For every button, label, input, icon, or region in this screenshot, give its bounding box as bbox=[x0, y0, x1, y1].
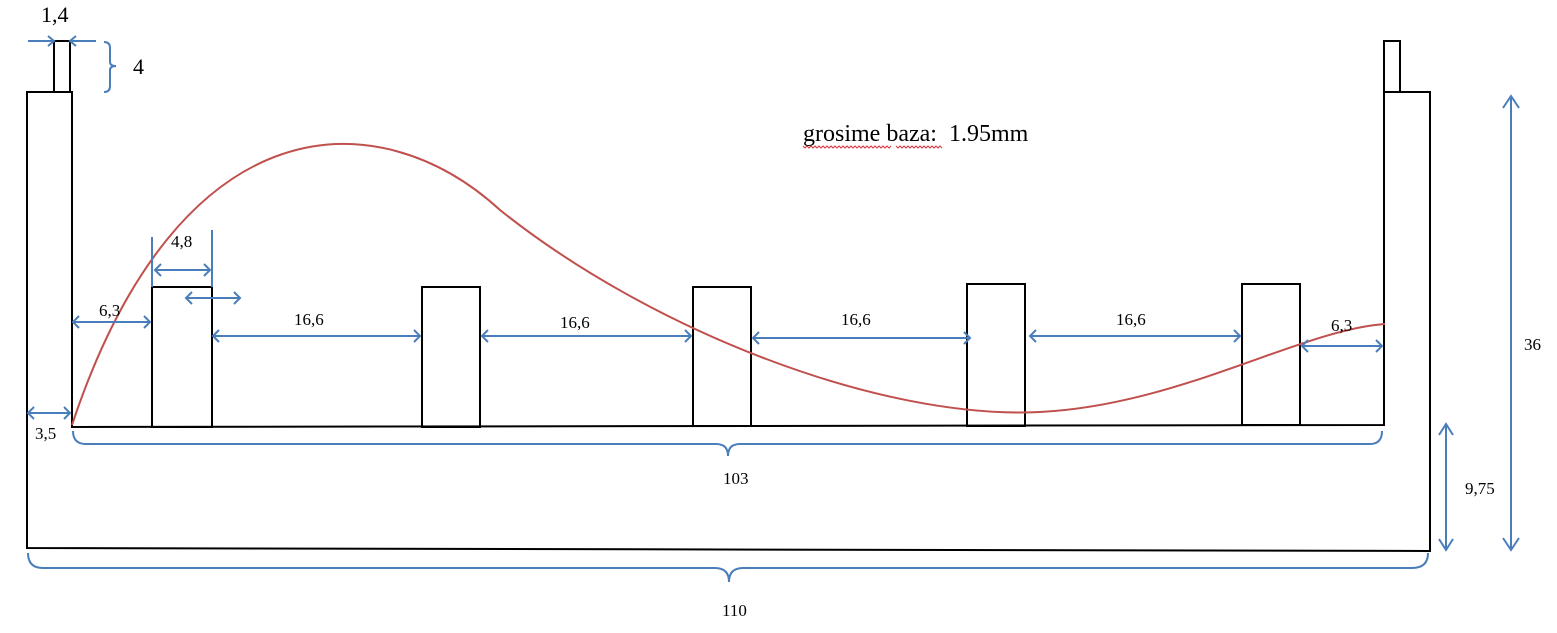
rib-2 bbox=[421, 286, 481, 428]
total-height-arrow bbox=[1502, 94, 1520, 552]
left-edge-gap-arrow bbox=[71, 315, 152, 329]
tab-width-label: 1,4 bbox=[41, 2, 69, 27]
right-top-tab bbox=[1383, 40, 1401, 93]
rib-5 bbox=[1241, 283, 1301, 426]
base-height-arrow bbox=[1438, 422, 1454, 552]
total-height-label: 36 bbox=[1524, 335, 1541, 354]
gap-2-arrow bbox=[480, 329, 693, 343]
right-edge-gap-arrow bbox=[1300, 339, 1384, 353]
right-edge-gap-label: 6,3 bbox=[1331, 316, 1352, 335]
gap-3-label: 16,6 bbox=[841, 310, 871, 329]
total-length-brace bbox=[27, 552, 1429, 583]
thickness-note: grosime baza: 1.95mm bbox=[803, 121, 1029, 147]
base-height-label: 9,75 bbox=[1465, 479, 1495, 498]
gap-4-arrow bbox=[1028, 329, 1242, 343]
gap-2-label: 16,6 bbox=[560, 313, 590, 332]
spellcheck-underline-grosime bbox=[802, 145, 892, 149]
rib-3 bbox=[692, 286, 752, 427]
tab-width-dimension bbox=[28, 35, 96, 47]
note-value: 1.95mm bbox=[949, 121, 1029, 147]
rib-1 bbox=[151, 286, 213, 428]
left-top-tab bbox=[53, 40, 71, 93]
rib-width-dimension bbox=[151, 230, 242, 305]
gap-3-arrow bbox=[751, 331, 972, 345]
tab-height-bracket bbox=[103, 41, 117, 93]
tab-height-label: 4 bbox=[133, 54, 144, 79]
spline-curve bbox=[71, 142, 1386, 426]
inner-length-brace bbox=[72, 430, 1383, 457]
wall-thickness-arrow bbox=[26, 406, 72, 420]
gap-1-arrow bbox=[211, 329, 422, 343]
note-colon: : bbox=[930, 121, 937, 147]
note-word-grosime: grosime bbox=[803, 121, 880, 147]
rib-4 bbox=[966, 283, 1026, 427]
note-word-baza: baza bbox=[886, 121, 930, 147]
left-edge-gap-label: 6,3 bbox=[99, 301, 120, 320]
wall-thickness-label: 3,5 bbox=[35, 424, 56, 443]
total-length-label: 110 bbox=[722, 601, 747, 620]
spellcheck-underline-baza bbox=[895, 145, 943, 149]
gap-4-label: 16,6 bbox=[1116, 310, 1146, 329]
gap-1-label: 16,6 bbox=[294, 310, 324, 329]
inner-length-label: 103 bbox=[723, 469, 749, 488]
rib-width-label: 4,8 bbox=[171, 232, 192, 251]
